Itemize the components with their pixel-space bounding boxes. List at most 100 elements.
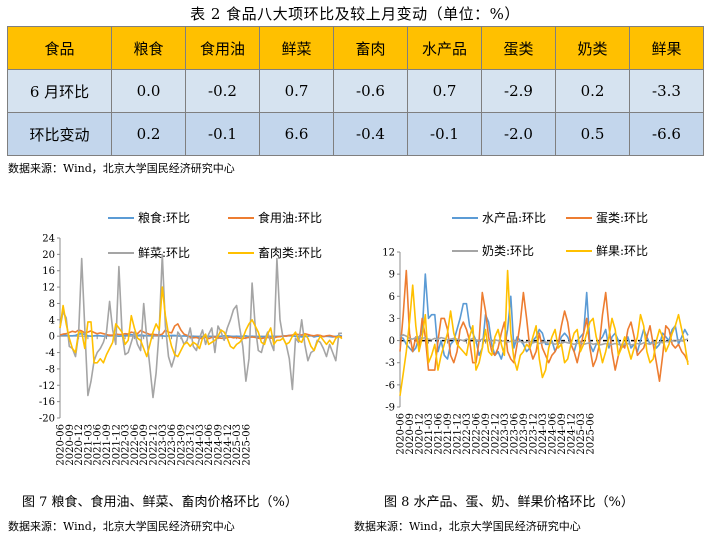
x-tick-label: 2020-09 — [65, 424, 76, 466]
x-tick-label: 2021-03 — [424, 413, 435, 455]
x-tick-label: 2024-12 — [566, 413, 577, 455]
row-label: 6 月环比 — [7, 69, 112, 113]
table-cell: -2.9 — [481, 69, 556, 113]
series-line — [59, 253, 342, 399]
y-tick-label: -16 — [39, 397, 55, 408]
series-line — [399, 269, 689, 397]
x-tick-label: 2025-06 — [241, 424, 252, 466]
x-tick-label: 2024-03 — [195, 424, 206, 466]
x-tick-label: 2022-09 — [139, 424, 150, 466]
x-tick-label: 2023-06 — [509, 413, 520, 455]
table-header-row: 食品 粮食 食用油 鲜菜 畜肉 水产品 蛋类 奶类 鲜果 — [7, 26, 704, 70]
x-tick-label: 2025-03 — [576, 413, 587, 455]
chart-left: 24201612840-4-8-12-16-202020-062020-0920… — [39, 210, 343, 466]
legend-label: 畜肉类:环比 — [258, 245, 322, 260]
header-cell: 奶类 — [555, 26, 630, 70]
x-tick-label: 2022-06 — [130, 424, 141, 466]
legend-label: 奶类:环比 — [482, 244, 534, 258]
x-tick-label: 2023-12 — [186, 424, 197, 466]
y-tick-label: 8 — [49, 299, 55, 310]
x-tick-label: 2021-12 — [452, 413, 463, 455]
table-cell: -0.6 — [333, 69, 408, 113]
x-tick-label: 2021-09 — [102, 424, 113, 466]
x-tick-label: 2023-09 — [519, 413, 530, 455]
y-tick-label: -8 — [45, 364, 55, 375]
header-cell: 食用油 — [185, 26, 260, 70]
series-line — [399, 269, 689, 382]
y-tick-label: -4 — [45, 348, 55, 359]
table-cell: -6.6 — [629, 112, 704, 156]
header-cell: 畜肉 — [333, 26, 408, 70]
y-tick-label: -9 — [385, 403, 395, 414]
y-tick-label: 20 — [42, 250, 55, 261]
x-tick-label: 2021-12 — [111, 424, 122, 466]
header-cell: 鲜菜 — [259, 26, 334, 70]
right-chart-caption: 图 8 水产品、蛋、奶、鲜果价格环比（%） — [384, 495, 634, 510]
x-tick-label: 2020-06 — [396, 413, 407, 455]
x-tick-label: 2024-03 — [538, 413, 549, 455]
header-cell: 鲜果 — [629, 26, 704, 70]
table-cell: -0.2 — [185, 69, 260, 113]
header-cell: 水产品 — [407, 26, 482, 70]
legend-label: 鲜菜:环比 — [138, 246, 190, 260]
y-tick-label: 12 — [382, 248, 395, 259]
x-tick-label: 2020-06 — [56, 424, 67, 466]
series-line — [59, 323, 343, 340]
header-cell: 蛋类 — [481, 26, 556, 70]
table-cell: 0.5 — [555, 112, 630, 156]
table-cell: -2.0 — [481, 112, 556, 156]
y-tick-label: 6 — [389, 292, 395, 303]
table-row: 6 月环比 0.0 -0.2 0.7 -0.6 0.7 -2.9 0.2 -3.… — [7, 69, 704, 113]
x-tick-label: 2023-06 — [167, 424, 178, 466]
y-tick-label: -3 — [385, 358, 395, 369]
series-line — [399, 273, 689, 360]
series-line — [59, 286, 343, 364]
x-tick-label: 2024-12 — [223, 424, 234, 466]
table-cell: 0.7 — [407, 69, 482, 113]
y-tick-label: 0 — [49, 332, 55, 343]
x-tick-label: 2022-06 — [471, 413, 482, 455]
x-tick-label: 2020-12 — [414, 413, 425, 455]
table-cell: 0.2 — [555, 69, 630, 113]
x-tick-label: 2022-03 — [121, 424, 132, 466]
legend-label: 蛋类:环比 — [596, 211, 648, 225]
table-cell: 6.6 — [259, 112, 334, 156]
x-tick-label: 2020-09 — [405, 413, 416, 455]
right-chart-source: 数据来源：Wind，北京大学国民经济研究中心 — [354, 520, 581, 533]
x-tick-label: 2020-12 — [74, 424, 85, 466]
x-tick-label: 2021-06 — [433, 413, 444, 455]
series-line — [59, 332, 343, 339]
x-tick-label: 2023-09 — [176, 424, 187, 466]
table-cell: -3.3 — [629, 69, 704, 113]
legend-label: 鲜果:环比 — [596, 244, 648, 258]
y-tick-label: 16 — [42, 266, 55, 277]
left-chart-caption: 图 7 粮食、食用油、鲜菜、畜肉价格环比（%） — [22, 495, 298, 510]
y-tick-label: -6 — [385, 380, 395, 391]
y-tick-label: 4 — [49, 315, 55, 326]
table-source: 数据来源：Wind，北京大学国民经济研究中心 — [8, 162, 235, 175]
table-title: 表 2 食品八大项环比及较上月变动（单位：%） — [190, 5, 520, 23]
table-cell: -0.1 — [185, 112, 260, 156]
x-tick-label: 2025-06 — [585, 413, 596, 455]
x-tick-label: 2025-03 — [232, 424, 243, 466]
y-tick-label: -20 — [39, 414, 55, 425]
legend-label: 水产品:环比 — [482, 211, 546, 225]
x-tick-label: 2024-06 — [547, 413, 558, 455]
y-tick-label: 3 — [389, 314, 395, 325]
header-cell: 食品 — [7, 26, 112, 70]
y-tick-label: 0 — [389, 336, 395, 347]
x-tick-label: 2022-09 — [481, 413, 492, 455]
legend-label: 粮食:环比 — [138, 210, 190, 225]
header-cell: 粮食 — [111, 26, 186, 70]
row-label: 环比变动 — [7, 112, 112, 156]
table-cell: -0.4 — [333, 112, 408, 156]
x-tick-label: 2022-03 — [462, 413, 473, 455]
y-tick-label: 9 — [389, 270, 395, 281]
series-line — [399, 333, 689, 346]
y-tick-label: 12 — [42, 283, 55, 294]
table-row: 环比变动 0.2 -0.1 6.6 -0.4 -0.1 -2.0 0.5 -6.… — [7, 112, 704, 156]
left-chart-source: 数据来源：Wind，北京大学国民经济研究中心 — [8, 520, 235, 533]
table-cell: 0.2 — [111, 112, 186, 156]
x-tick-label: 2023-12 — [528, 413, 539, 455]
food-table: 食品 粮食 食用油 鲜菜 畜肉 水产品 蛋类 奶类 鲜果 6 月环比 0.0 -… — [7, 26, 704, 156]
